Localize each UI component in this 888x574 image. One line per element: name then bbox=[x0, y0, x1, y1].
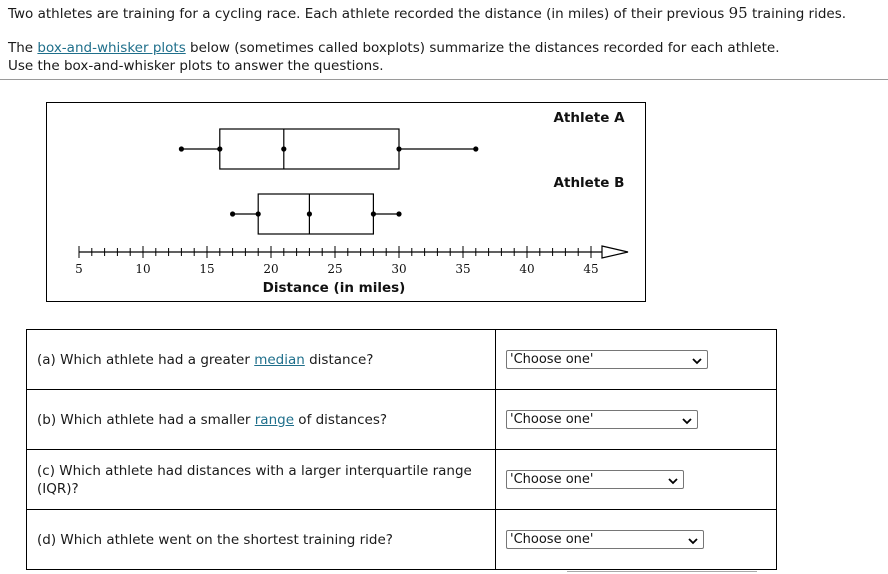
athlete-b-max-point bbox=[396, 211, 402, 217]
question-cell: (c) Which athlete had distances with a l… bbox=[26, 449, 496, 510]
ride-count: 95 bbox=[728, 4, 748, 22]
athlete-a-q3-point bbox=[396, 146, 402, 152]
tick-label-10: 10 bbox=[135, 262, 150, 276]
axis-arrowhead bbox=[601, 245, 629, 259]
athlete-b-label: Athlete B bbox=[554, 175, 625, 191]
intro-text: Two athletes are training for a cycling … bbox=[8, 6, 729, 22]
intro-text: below (sometimes called boxplots) summar… bbox=[185, 40, 780, 56]
athlete-a-q1-point bbox=[217, 146, 223, 152]
answer-cell: 'Choose one' bbox=[495, 389, 777, 450]
question-text-end: distance? bbox=[304, 351, 374, 368]
tick-label-45: 45 bbox=[583, 262, 598, 276]
question-cell: (a) Which athlete had a greater median d… bbox=[26, 329, 496, 390]
athlete-a-label: Athlete A bbox=[553, 110, 625, 126]
answer-cell: 'Choose one' bbox=[495, 509, 777, 570]
chevron-down-icon bbox=[688, 535, 698, 545]
question-text: (c) Which athlete had distances with a l… bbox=[37, 462, 472, 497]
athlete-b-min-point bbox=[230, 211, 236, 217]
athlete-a-box bbox=[219, 128, 400, 170]
bottom-divider bbox=[567, 571, 757, 572]
tick-label-20: 20 bbox=[263, 262, 278, 276]
answer-select-c[interactable]: 'Choose one' bbox=[506, 470, 684, 489]
question-row-b: (b) Which athlete had a smaller range of… bbox=[26, 389, 777, 450]
question-row-a: (a) Which athlete had a greater median d… bbox=[26, 329, 777, 390]
x-axis-title-text: Distance bbox=[263, 280, 334, 296]
intro-line-1: Two athletes are training for a cycling … bbox=[8, 4, 884, 23]
select-value: 'Choose one' bbox=[510, 472, 594, 487]
select-value: 'Choose one' bbox=[510, 532, 594, 547]
questions-table: (a) Which athlete had a greater median d… bbox=[26, 329, 777, 570]
tick-label-35: 35 bbox=[455, 262, 470, 276]
athlete-b-box bbox=[257, 193, 374, 235]
answer-select-a[interactable]: 'Choose one' bbox=[506, 350, 708, 369]
athlete-a-max-point bbox=[473, 146, 479, 152]
question-cell: (d) Which athlete went on the shortest t… bbox=[26, 509, 496, 570]
tick-label-15: 15 bbox=[199, 262, 214, 276]
athlete-b-q3-point bbox=[370, 211, 376, 217]
question-row-d: (d) Which athlete went on the shortest t… bbox=[26, 509, 777, 570]
x-axis-title: Distance (in miles) bbox=[263, 280, 406, 296]
question-text: (a) Which athlete had a greater bbox=[37, 351, 255, 368]
select-value: 'Choose one' bbox=[510, 352, 594, 367]
answer-cell: 'Choose one' bbox=[495, 449, 777, 510]
question-text: (d) Which athlete went on the shortest t… bbox=[37, 531, 393, 548]
chevron-down-icon bbox=[682, 415, 692, 425]
header-divider bbox=[0, 79, 888, 80]
question-text: (b) Which athlete had a smaller bbox=[37, 411, 255, 428]
tick-label-5: 5 bbox=[75, 262, 83, 276]
range-definition-link[interactable]: range bbox=[254, 411, 295, 428]
boxplot-chart: Athlete A Athlete B 5 10 15 20 25 30 35 40 45 Dista… bbox=[75, 110, 629, 296]
tick-label-25: 25 bbox=[327, 262, 342, 276]
intro-line-3: Use the box-and-whisker plots to answer … bbox=[8, 58, 384, 74]
intro-text: The bbox=[8, 40, 38, 56]
select-value: 'Choose one' bbox=[510, 412, 594, 427]
athlete-b-median-point bbox=[306, 211, 312, 217]
problem-intro: Two athletes are training for a cycling … bbox=[8, 4, 884, 75]
boxplot-figure: Athlete A Athlete B 5 10 15 20 25 30 35 40 45 Dista… bbox=[46, 102, 646, 302]
answer-select-d[interactable]: 'Choose one' bbox=[506, 530, 704, 549]
question-cell: (b) Which athlete had a smaller range of… bbox=[26, 389, 496, 450]
athlete-a-median-point bbox=[281, 146, 287, 152]
tick-label-40: 40 bbox=[519, 262, 534, 276]
intro-text-end: training rides. bbox=[747, 6, 847, 22]
chevron-down-icon bbox=[692, 355, 702, 365]
intro-line-2: The box-and-whisker plots below (sometim… bbox=[8, 39, 884, 57]
athlete-a-min-point bbox=[178, 146, 184, 152]
median-definition-link[interactable]: median bbox=[254, 351, 305, 368]
tick-label-30: 30 bbox=[391, 262, 406, 276]
answer-select-b[interactable]: 'Choose one' bbox=[506, 410, 698, 429]
question-text-end: of distances? bbox=[294, 411, 388, 428]
answer-cell: 'Choose one' bbox=[495, 329, 777, 390]
question-row-c: (c) Which athlete had distances with a l… bbox=[26, 449, 777, 510]
chevron-down-icon bbox=[668, 475, 678, 485]
athlete-b-q1-point bbox=[255, 211, 261, 217]
x-axis-title-unit: (in miles) bbox=[334, 280, 406, 296]
boxplot-definition-link[interactable]: box-and-whisker plots bbox=[37, 40, 186, 56]
